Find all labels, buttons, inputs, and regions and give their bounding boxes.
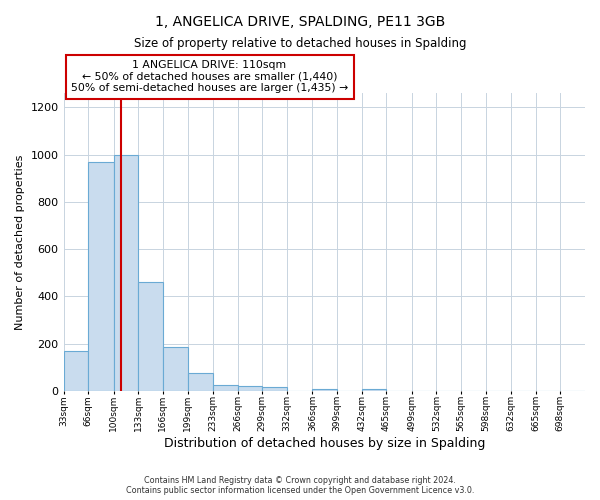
Bar [163, 347, 188, 391]
Bar [113, 154, 138, 391]
Text: 1 ANGELICA DRIVE: 110sqm
← 50% of detached houses are smaller (1,440)
50% of sem: 1 ANGELICA DRIVE: 110sqm ← 50% of detach… [71, 60, 348, 93]
Bar [213, 385, 238, 391]
Bar [313, 388, 337, 391]
Text: Size of property relative to detached houses in Spalding: Size of property relative to detached ho… [134, 38, 466, 51]
Bar [238, 386, 262, 391]
Bar [88, 162, 113, 391]
Bar [138, 282, 163, 391]
Bar [262, 388, 287, 391]
Y-axis label: Number of detached properties: Number of detached properties [15, 154, 25, 330]
Bar [188, 373, 213, 391]
X-axis label: Distribution of detached houses by size in Spalding: Distribution of detached houses by size … [164, 437, 485, 450]
Bar [362, 388, 386, 391]
Text: 1, ANGELICA DRIVE, SPALDING, PE11 3GB: 1, ANGELICA DRIVE, SPALDING, PE11 3GB [155, 15, 445, 29]
Text: Contains HM Land Registry data © Crown copyright and database right 2024.
Contai: Contains HM Land Registry data © Crown c… [126, 476, 474, 495]
Bar [64, 350, 88, 391]
